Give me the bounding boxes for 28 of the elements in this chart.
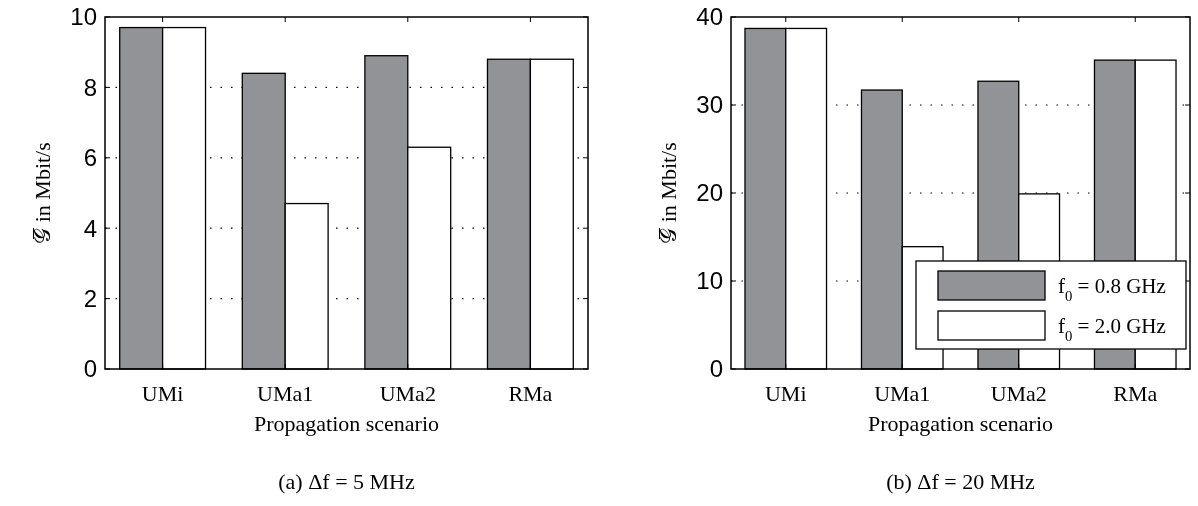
y-tick-label: 0 (709, 355, 723, 383)
y-tick-label: 8 (83, 73, 97, 101)
y-axis-title: 𝒢̅ in Mbit/s (656, 142, 681, 244)
series-label: f$_{0}$ = 2.0 GHz (1058, 314, 1166, 344)
x-tick-label: UMi (764, 381, 807, 406)
x-tick-label: UMa2 (990, 381, 1047, 406)
x-axis-title: Propagation scenario (253, 411, 440, 436)
x-tick-label: RMa (508, 381, 553, 406)
text: (a) Δf = 5 MHz (278, 469, 415, 494)
legend-label: f$_{0}$ = 0.8 GHz (1058, 274, 1166, 304)
y-axis-title: 𝒢̅ in Mbit/s (30, 142, 55, 244)
y-tick-label: 0 (83, 355, 97, 383)
legend: f$_{0}$ = 0.8 GHz f$_{0}$ = 2.0 GHz (915, 260, 1187, 350)
text: (b) Δf = 20 MHz (886, 469, 1036, 494)
y-tick-label: 40 (696, 3, 723, 31)
x-tick-label: UMa2 (379, 381, 436, 406)
y-tick-label: 6 (83, 144, 97, 172)
x-tick-label: RMa (1113, 381, 1158, 406)
x-tick-label: UMa1 (257, 381, 314, 406)
x-tick-label: UMa1 (874, 381, 931, 406)
y-tick-label: 20 (696, 179, 723, 207)
x-tick-label: UMi (141, 381, 184, 406)
y-tick-label: 10 (696, 267, 723, 295)
y-tick-label: 2 (83, 285, 97, 312)
y-tick-label: 30 (696, 91, 723, 119)
y-tick-label: 4 (83, 214, 97, 242)
x-axis-title: Propagation scenario (867, 411, 1054, 436)
y-tick-label: 10 (70, 3, 97, 31)
